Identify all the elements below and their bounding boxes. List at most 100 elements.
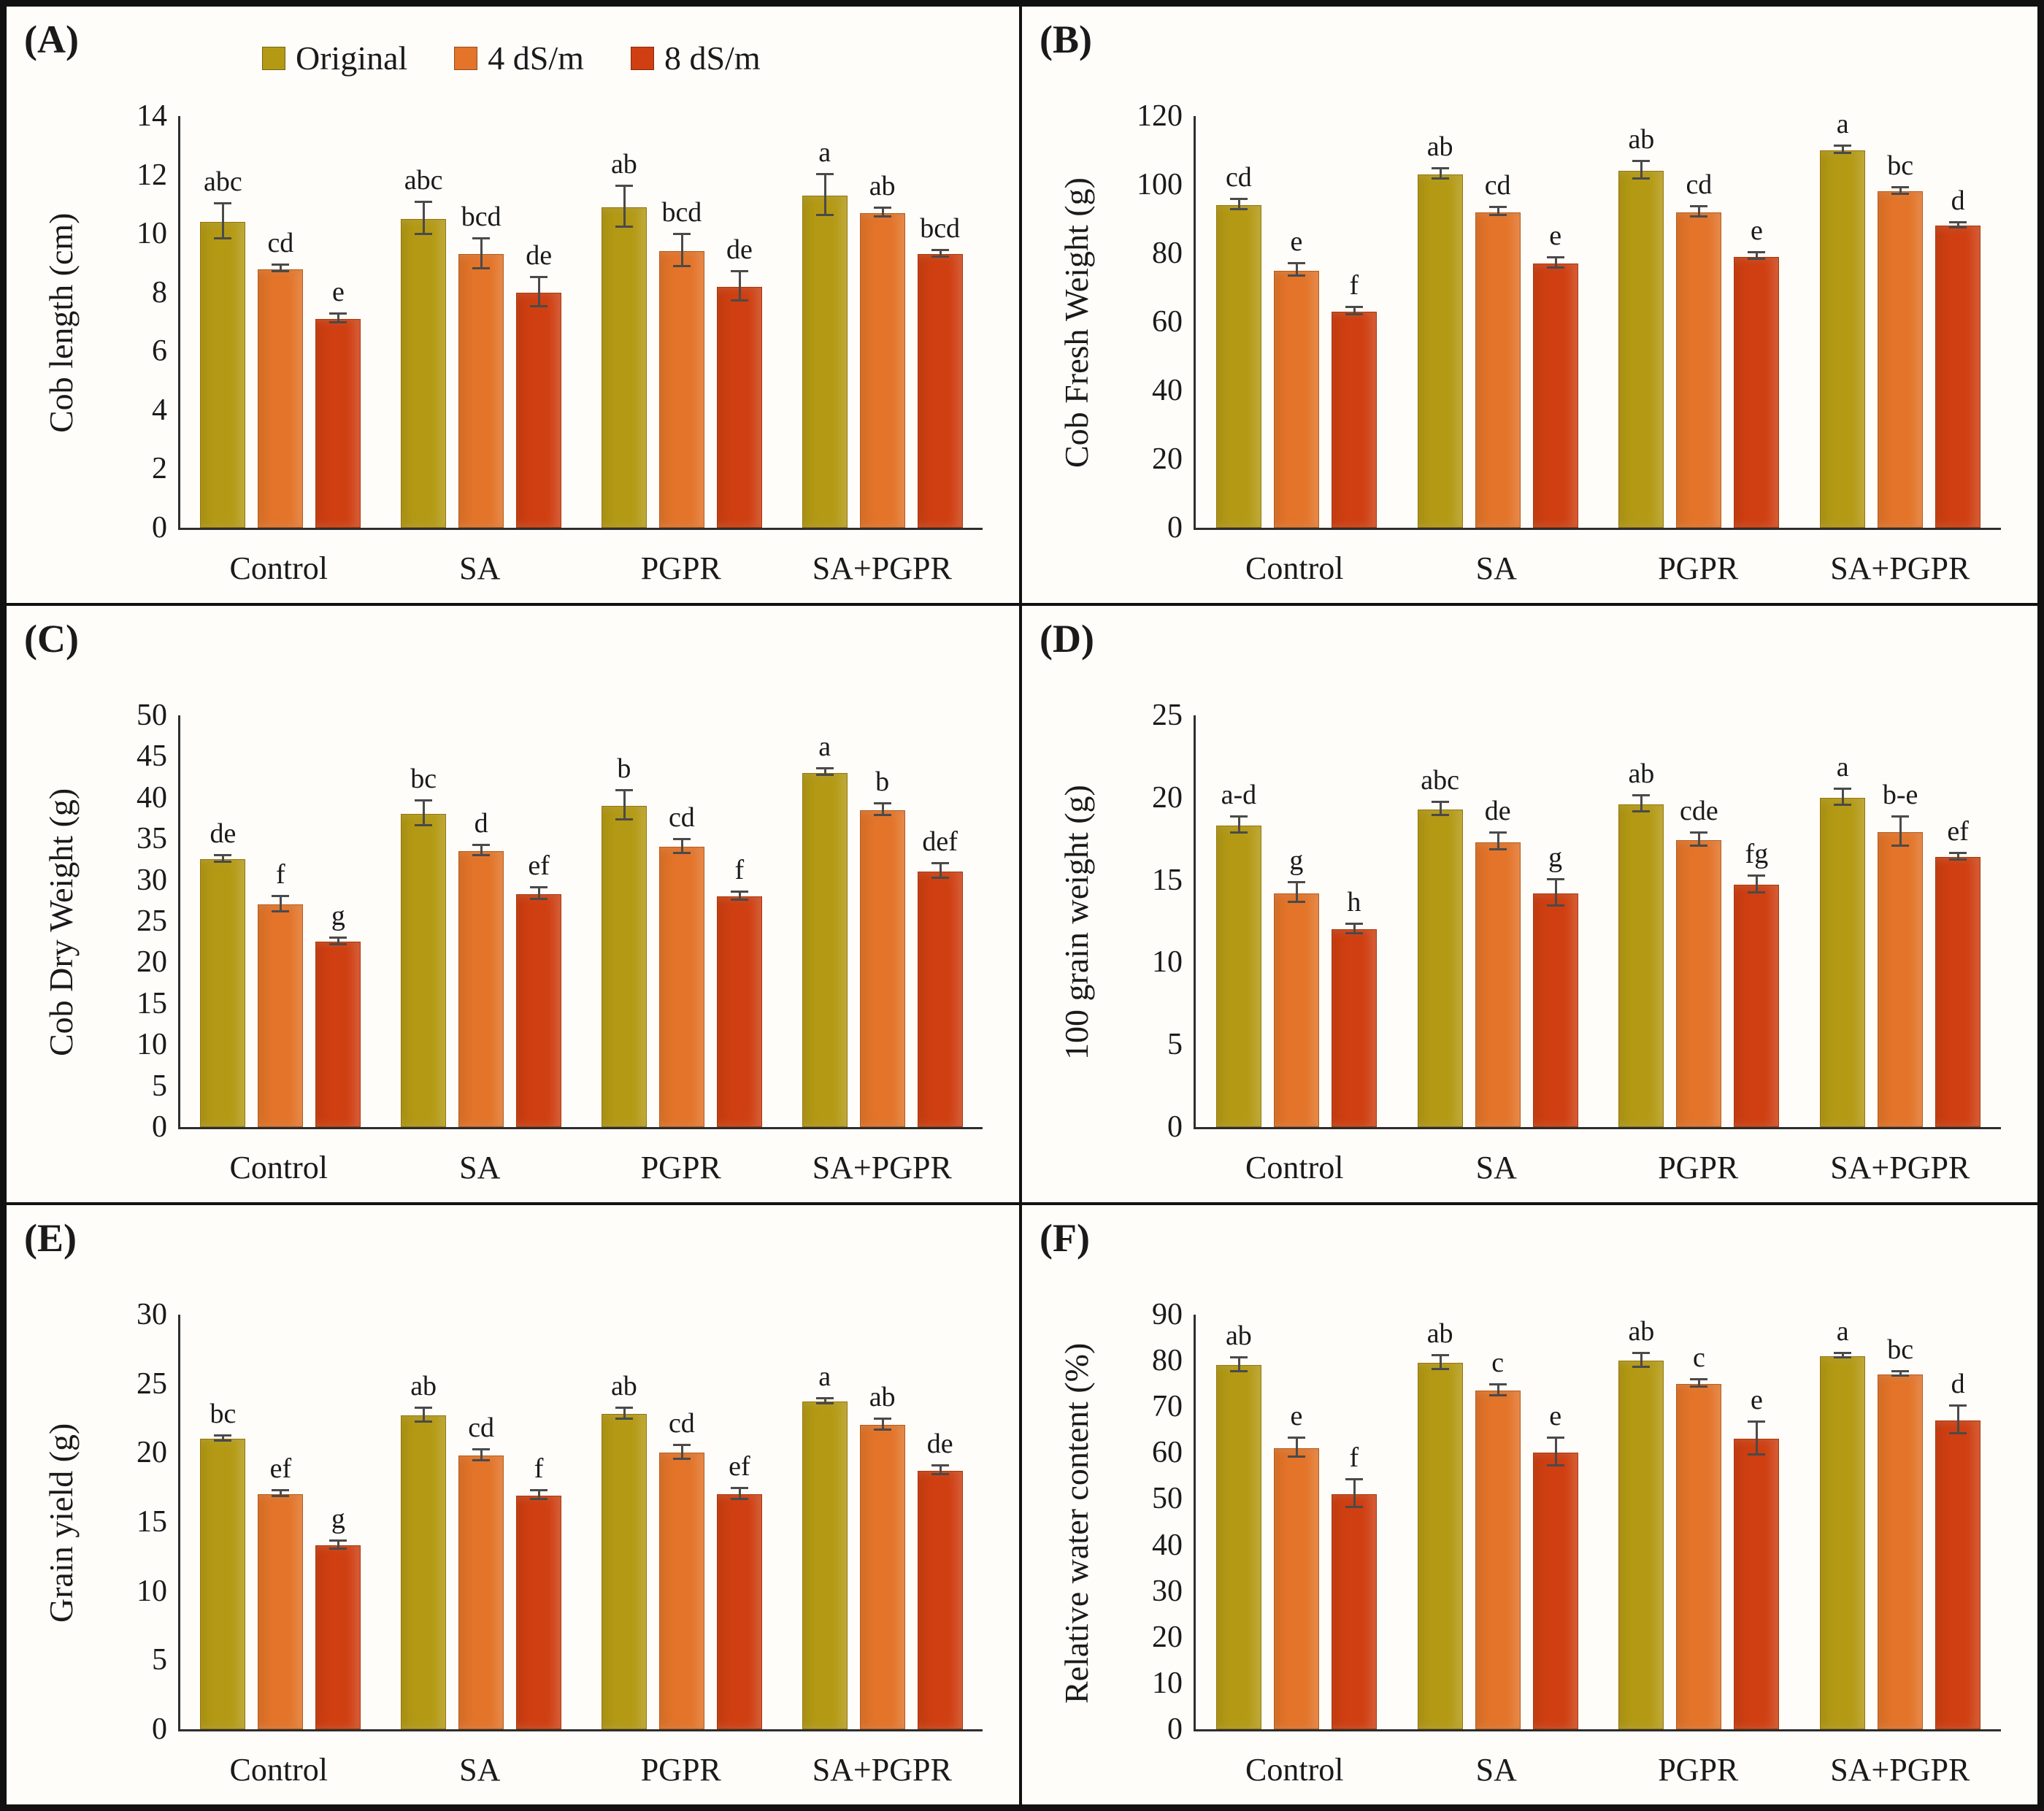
y-tick-label: 5 [1167,1028,1183,1062]
significance-letter: e [1750,1385,1763,1416]
error-bar-cap-bottom [1834,804,1852,807]
bar-4-ds-m-pgpr [1676,840,1722,1127]
error-bar [823,1399,826,1405]
category-label-pgpr: PGPR [1658,1150,1739,1185]
error-bar [1554,1439,1557,1467]
error-bar-cap-top [1488,831,1507,834]
significance-letter: def [922,826,958,858]
error-bar-cap-top [1632,793,1651,796]
error-bar-cap-bottom [1891,845,1910,847]
bar-groups: bc ef g ab cd f ab cd ef a ab de [180,1315,983,1729]
barwrap: e [1532,116,1578,528]
error-bar [1295,1439,1298,1458]
barwrap: bcd [458,116,504,528]
x-axis-labels: Control SA PGPR SA+PGPR [178,1149,983,1186]
error-bar-cap-top [272,1489,290,1492]
error-bar [1640,1353,1643,1368]
significance-letter: h [1347,886,1361,918]
bar-8-ds-m-pgpr [1734,256,1780,528]
legend-swatch-8dsm-icon [630,46,654,70]
significance-letter: ab [869,170,896,201]
category-label-control: Control [1245,1150,1344,1185]
error-bar [280,897,283,912]
bar-4-ds-m-control [1273,270,1319,528]
barwrap: e [315,116,361,528]
panel-letter-a: (A) [24,18,79,61]
error-bar-cap-bottom [1690,1385,1708,1388]
error-bar-cap-bottom [530,1497,548,1500]
bar-original-sa+pgpr [1820,1356,1866,1729]
error-bar-cap-top [415,799,433,802]
error-bar-cap-bottom [1632,177,1651,180]
y-tick-label: 15 [137,986,167,1020]
bar-original-sa [401,1415,447,1729]
significance-letter: bcd [920,212,961,244]
error-bar-cap-top [873,801,891,804]
panel-letter-c: (C) [24,617,79,661]
error-bar-cap-top [1546,1437,1564,1439]
error-bar [1899,188,1902,196]
significance-letter: d [1951,1369,1965,1400]
error-bar-cap-bottom [415,1420,433,1423]
error-bar-cap-top [1345,922,1363,925]
bar-group-sa: ab c e [1397,1315,1599,1729]
barwrap: bcd [658,116,704,528]
error-bar-cap-top [1345,1478,1363,1481]
error-bar-cap-bottom [672,851,691,854]
error-bar-cap-top [530,885,548,888]
error-bar-cap-top [931,1464,949,1467]
bar-original-pgpr [1618,171,1664,528]
barwrap: d [1935,1315,1981,1729]
error-bar [1842,789,1845,807]
error-bar-cap-top [931,248,949,251]
significance-letter: ab [610,148,637,180]
barwrap: a [802,116,848,528]
error-bar-cap-bottom [1891,193,1910,196]
error-bar-cap-bottom [1949,226,1967,229]
bar-8-ds-m-sa+pgpr [917,872,963,1127]
barwrap: de [200,715,246,1127]
significance-letter: ab [1628,1315,1655,1347]
category-label-control: Control [229,550,328,586]
error-bar-cap-top [615,184,633,187]
category-label-pgpr: PGPR [640,550,721,586]
error-bar-cap-bottom [415,233,433,236]
error-bar-cap-bottom [1229,1369,1248,1372]
barwrap: a [802,715,848,1127]
bar-4-ds-m-sa+pgpr [859,212,905,528]
bar-8-ds-m-sa+pgpr [917,254,963,528]
error-bar [423,1408,426,1423]
error-bar [1353,1480,1356,1509]
y-tick-label: 10 [137,217,167,251]
barwrap: e [1273,116,1319,528]
bar-original-sa+pgpr [802,195,848,528]
barwrap: ab [601,1315,647,1729]
legend-label: 8 dS/m [664,39,761,77]
significance-letter: g [1289,845,1304,877]
barwrap: d [458,715,504,1127]
error-bar-cap-top [329,936,347,939]
bar-8-ds-m-sa+pgpr [1935,1420,1981,1729]
category-label-pgpr: PGPR [640,1752,721,1788]
error-bar [1439,1356,1442,1370]
error-bar [538,888,541,900]
barwrap: ab [859,116,905,528]
panel-letter-b: (B) [1040,18,1092,61]
error-bar-cap-top [530,275,548,278]
significance-letter: ab [410,1370,437,1401]
x-axis-labels: Control SA PGPR SA+PGPR [178,1751,983,1788]
significance-letter: cde [1680,796,1718,827]
category-label-sa: SA [459,550,501,586]
significance-letter: cd [668,1407,695,1439]
error-bar-cap-bottom [530,304,548,307]
significance-letter: de [926,1429,953,1460]
bar-original-pgpr [601,207,647,528]
barwrap: b [601,715,647,1127]
barwrap: e [1273,1315,1319,1729]
bar-group-pgpr: ab cde fg [1599,715,1800,1127]
barwrap: e [1532,1315,1578,1729]
significance-letter: ab [1628,124,1655,155]
bar-group-pgpr: ab c e [1599,1315,1800,1729]
error-bar-cap-bottom [1834,151,1852,154]
error-bar [738,1488,741,1500]
